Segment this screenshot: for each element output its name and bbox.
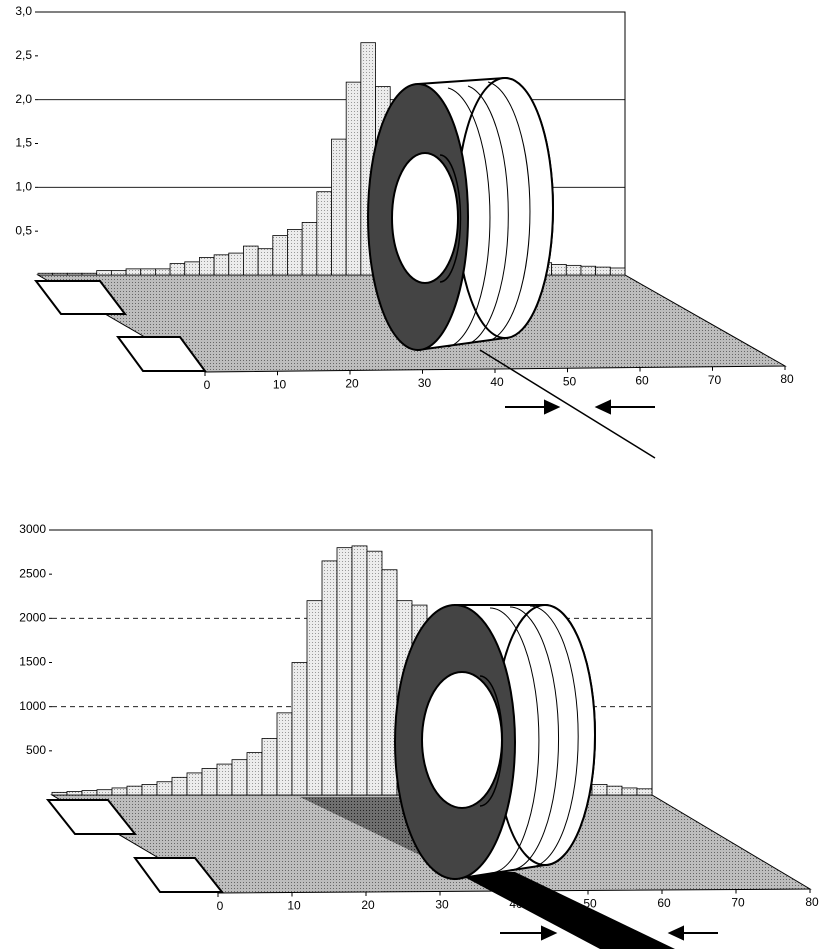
bar — [155, 269, 170, 275]
bar — [610, 268, 625, 275]
bar — [637, 789, 652, 795]
bar — [229, 253, 244, 275]
bar — [332, 139, 347, 275]
bar — [581, 266, 596, 275]
bar — [214, 255, 229, 275]
bar — [232, 760, 247, 795]
bar — [346, 82, 361, 275]
bar — [307, 601, 322, 795]
x-tick-label: 20 — [345, 377, 359, 391]
x-tick-label: 10 — [287, 899, 301, 913]
bar — [82, 273, 97, 275]
bar — [141, 269, 156, 275]
bar — [187, 773, 202, 795]
x-tick-label: 70 — [708, 373, 722, 387]
y-tick-label: 2500 — [19, 566, 46, 580]
x-tick-label: 20 — [361, 898, 375, 912]
bar — [596, 267, 611, 275]
y-tick-label: 1500 — [19, 655, 46, 669]
bar — [287, 229, 302, 275]
x-tick-label: 0 — [217, 899, 224, 913]
bar — [52, 792, 67, 795]
x-tick-label: 50 — [563, 374, 577, 388]
y-tick-label: 1,5 — [15, 136, 32, 150]
x-tick-label: 30 — [435, 898, 449, 912]
bar — [317, 192, 332, 275]
bar — [622, 788, 637, 795]
bar — [38, 273, 53, 275]
x-tick-label: 80 — [780, 372, 794, 386]
x-tick-label: 0 — [204, 378, 211, 392]
x-tick-label: 70 — [731, 896, 745, 910]
bar — [53, 273, 68, 275]
x-tick-label: 30 — [418, 376, 432, 390]
bar — [566, 265, 581, 275]
x-tick-label: 40 — [490, 375, 504, 389]
bar — [277, 713, 292, 795]
bar — [337, 548, 352, 795]
bar — [202, 769, 217, 796]
bar — [302, 222, 317, 275]
bar — [67, 273, 82, 275]
bar — [172, 777, 187, 795]
y-tick-label: 3000 — [19, 522, 46, 536]
bar — [170, 264, 185, 275]
y-tick-label: 3,0 — [15, 4, 32, 18]
y-tick-label: 1000 — [19, 699, 46, 713]
bar — [97, 790, 112, 795]
bar — [367, 551, 382, 795]
y-tick-label: 500 — [26, 743, 46, 757]
bar — [592, 784, 607, 795]
bar — [127, 786, 142, 795]
bar — [322, 561, 337, 795]
bar — [258, 249, 273, 275]
bar — [292, 663, 307, 796]
x-tick-label: 80 — [805, 895, 819, 909]
bar — [217, 764, 232, 795]
bar — [243, 246, 258, 275]
bar — [247, 753, 262, 795]
y-tick-label: 2000 — [19, 611, 46, 625]
bar — [607, 786, 622, 795]
figure: 0,5 1,0 1,5 2,0 2,5 3,0 0 10 20 30 40 50 60 70 80 500 1… — [0, 0, 819, 949]
x-tick-label: 60 — [635, 374, 649, 388]
bar — [273, 236, 288, 275]
bar — [111, 271, 126, 275]
bar — [185, 262, 200, 275]
bar — [97, 271, 112, 275]
bar — [262, 738, 277, 795]
bar — [142, 784, 157, 795]
x-tick-label: 10 — [273, 377, 287, 391]
bar — [112, 788, 127, 795]
bar — [552, 264, 567, 275]
bar — [82, 791, 97, 795]
bar — [199, 257, 214, 275]
x-tick-label: 60 — [657, 896, 671, 910]
y-tick-label: 0,5 — [15, 223, 32, 237]
y-tick-label: 1,0 — [15, 180, 32, 194]
bar — [67, 791, 82, 795]
y-tick-label: 2,5 — [15, 48, 32, 62]
bar — [352, 546, 367, 795]
bar — [157, 782, 172, 795]
y-tick-label: 2,0 — [15, 92, 32, 106]
bar — [126, 269, 141, 275]
